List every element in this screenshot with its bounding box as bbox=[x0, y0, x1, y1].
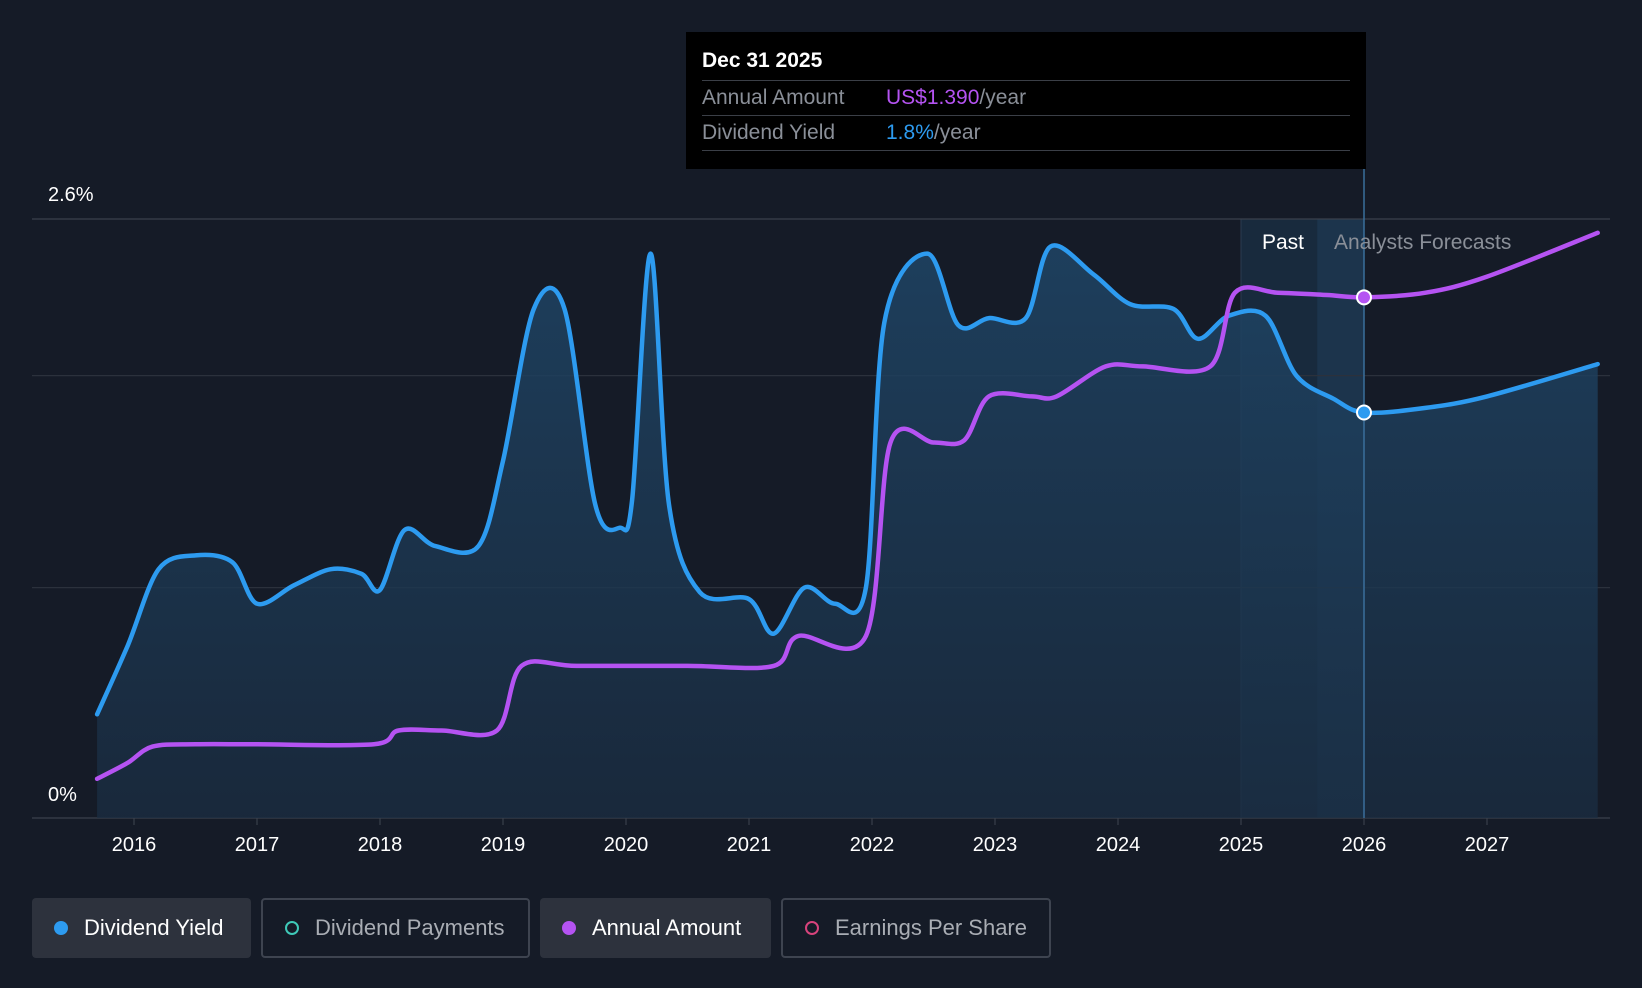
x-tick-label: 2022 bbox=[850, 834, 895, 856]
past-label: Past bbox=[1262, 231, 1304, 254]
dividend-yield-area bbox=[97, 245, 1598, 818]
legend-earnings-per-share-dot-icon bbox=[805, 921, 819, 935]
tooltip-dividend-yield-label: Dividend Yield bbox=[702, 121, 836, 144]
x-tick-label: 2023 bbox=[973, 834, 1018, 856]
legend-dividend-yield-dot-icon bbox=[54, 921, 68, 935]
tooltip-dividend-yield-value: 1.8% bbox=[886, 121, 934, 144]
dividend-chart: 2.6% 0% 2016 2017 2018 2019 2020 2021 2022 2023 20… bbox=[32, 169, 1610, 856]
legend-annual-amount-label: Annual Amount bbox=[592, 915, 742, 940]
tooltip-annual-amount-label: Annual Amount bbox=[702, 86, 845, 109]
x-tick-label: 2018 bbox=[358, 834, 403, 856]
tooltip-annual-amount-value: US$1.390 bbox=[886, 86, 980, 109]
analysts-forecasts-label: Analysts Forecasts bbox=[1334, 231, 1511, 254]
legend-annual-amount-dot-icon bbox=[562, 921, 576, 935]
x-tick-label: 2025 bbox=[1219, 834, 1264, 856]
dividend-yield-line bbox=[94, 243, 1600, 717]
x-tick-label: 2019 bbox=[481, 834, 526, 856]
x-tick-label: 2024 bbox=[1096, 834, 1141, 856]
y-axis-top-label: 2.6% bbox=[48, 184, 94, 206]
legend-earnings-per-share-button[interactable]: Earnings Per Share bbox=[781, 898, 1051, 958]
legend-dividend-payments-button[interactable]: Dividend Payments bbox=[261, 898, 530, 958]
annual-amount-marker bbox=[1356, 289, 1372, 306]
tooltip-dividend-yield-row: Dividend Yield 1.8% /year bbox=[702, 116, 1350, 151]
x-tick-label: 2020 bbox=[604, 834, 649, 856]
annual-amount-line bbox=[94, 230, 1600, 782]
legend-earnings-per-share-label: Earnings Per Share bbox=[835, 915, 1027, 940]
dividend-yield-marker bbox=[1356, 404, 1372, 421]
y-axis-bottom-label: 0% bbox=[48, 784, 77, 806]
legend-dividend-yield-label: Dividend Yield bbox=[84, 915, 224, 940]
legend: Dividend Yield Dividend Payments Annual … bbox=[32, 898, 1061, 958]
x-tick-label: 2027 bbox=[1465, 834, 1510, 856]
x-tick-label: 2017 bbox=[235, 834, 280, 856]
x-tick-label: 2021 bbox=[727, 834, 772, 856]
tooltip-date: Dec 31 2025 bbox=[702, 46, 1350, 81]
tooltip-dividend-yield-suffix: /year bbox=[933, 121, 981, 144]
x-tick-label: 2016 bbox=[112, 834, 157, 856]
tooltip-annual-amount-row: Annual Amount US$1.390 /year bbox=[702, 81, 1350, 116]
legend-dividend-payments-label: Dividend Payments bbox=[315, 915, 505, 940]
legend-dividend-yield-button[interactable]: Dividend Yield bbox=[32, 898, 251, 958]
x-tick-label: 2026 bbox=[1342, 834, 1387, 856]
legend-dividend-payments-dot-icon bbox=[285, 921, 299, 935]
legend-annual-amount-button[interactable]: Annual Amount bbox=[540, 898, 771, 958]
tooltip-annual-amount-suffix: /year bbox=[979, 86, 1027, 109]
tooltip: Dec 31 2025 Annual Amount US$1.390 /year… bbox=[686, 32, 1366, 169]
